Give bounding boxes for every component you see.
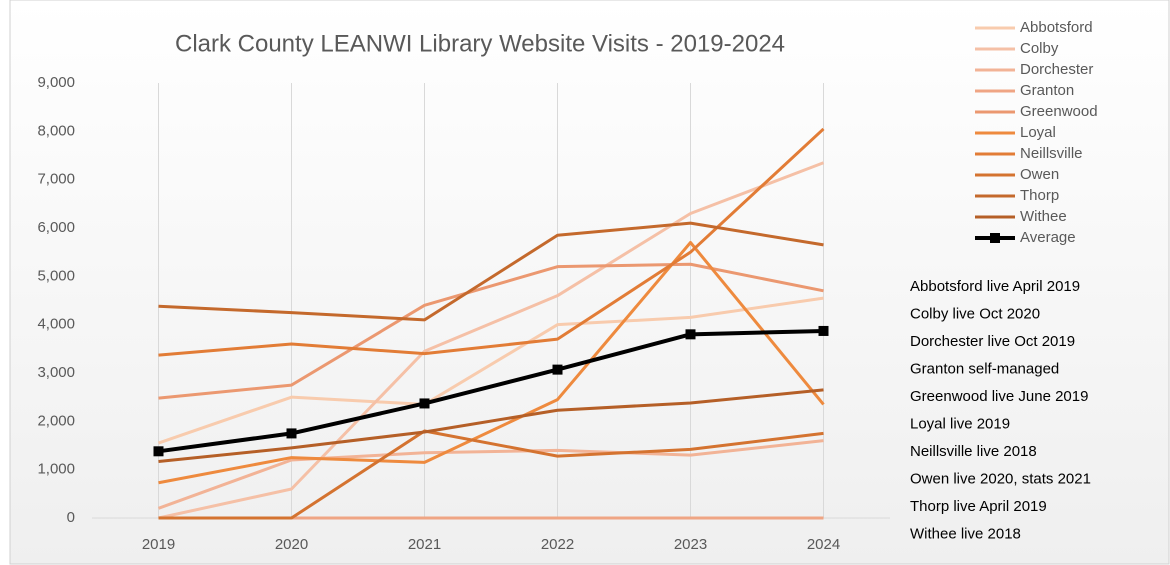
series-line: [158, 221, 824, 322]
series-line: [158, 241, 825, 485]
y-tick-label: 1,000: [37, 461, 75, 478]
marker: [552, 364, 563, 375]
marker: [818, 325, 829, 336]
legend-label: Greenwood: [1020, 103, 1098, 120]
y-tick-label: 4,000: [37, 316, 75, 333]
y-tick-label: 8,000: [37, 122, 75, 139]
annotation: Neillsville live 2018: [910, 443, 1037, 460]
x-tick-label: 2023: [674, 536, 707, 553]
y-tick-label: 6,000: [37, 219, 75, 236]
legend-label: Average: [1020, 229, 1076, 246]
annotation: Loyal live 2019: [910, 415, 1010, 432]
x-tick-label: 2021: [408, 536, 441, 553]
y-tick-label: 9,000: [37, 74, 75, 91]
legend-label: Dorchester: [1020, 61, 1093, 78]
chart-title: Clark County LEANWI Library Website Visi…: [175, 30, 785, 57]
marker: [685, 329, 696, 340]
series-line: [158, 296, 824, 445]
annotation: Withee live 2018: [910, 525, 1021, 542]
series-line: [157, 439, 824, 510]
annotation: Owen live 2020, stats 2021: [910, 470, 1091, 487]
annotation: Greenwood live June 2019: [910, 388, 1088, 405]
series-line: [158, 388, 824, 463]
y-tick-label: 5,000: [37, 267, 75, 284]
legend-label: Neillsville: [1020, 145, 1083, 162]
marker: [419, 398, 430, 409]
series-line: [158, 161, 825, 520]
legend-label: Granton: [1020, 82, 1074, 99]
y-tick-label: 0: [67, 509, 75, 526]
x-tick-label: 2024: [807, 536, 840, 553]
legend-label: Thorp: [1020, 187, 1059, 204]
series-line: [158, 328, 824, 454]
y-tick-label: 7,000: [37, 171, 75, 188]
legend-label: Loyal: [1020, 124, 1056, 141]
annotation: Colby live Oct 2020: [910, 305, 1040, 322]
annotation: Abbotsford live April 2019: [910, 278, 1080, 295]
series-line: [158, 429, 824, 520]
series-line: [158, 127, 825, 357]
marker: [153, 446, 164, 457]
legend-label: Colby: [1020, 40, 1059, 57]
legend-marker: [990, 233, 1000, 243]
annotation: Thorp live April 2019: [910, 498, 1047, 515]
legend-label: Withee: [1020, 208, 1067, 225]
legend-label: Owen: [1020, 166, 1059, 183]
annotation: Granton self-managed: [910, 360, 1059, 377]
marker: [286, 428, 297, 439]
annotation: Dorchester live Oct 2019: [910, 333, 1075, 350]
x-tick-label: 2019: [142, 536, 175, 553]
x-tick-label: 2020: [275, 536, 308, 553]
y-tick-label: 3,000: [37, 364, 75, 381]
y-tick-label: 2,000: [37, 412, 75, 429]
legend-label: Abbotsford: [1020, 19, 1093, 36]
chart-frame: [9, 0, 1170, 565]
x-tick-label: 2022: [541, 536, 574, 553]
